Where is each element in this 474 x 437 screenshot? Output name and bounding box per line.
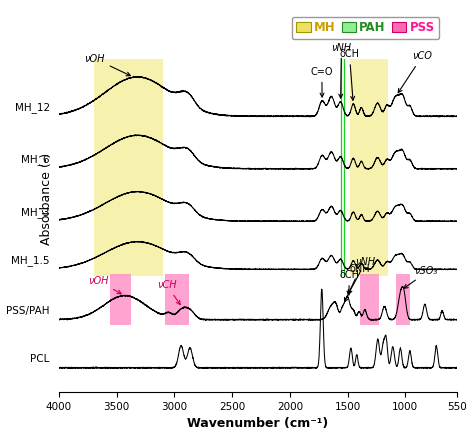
Text: MH_6: MH_6 [21, 154, 50, 165]
Text: νSO₃⁻: νSO₃⁻ [404, 266, 443, 288]
Text: MH_1.5: MH_1.5 [11, 255, 50, 266]
Text: δCH: δCH [339, 270, 359, 295]
Text: νOH: νOH [84, 54, 130, 76]
Text: C=O: C=O [310, 67, 333, 97]
Text: PCL: PCL [30, 354, 50, 364]
Bar [165, 274, 190, 325]
Text: δNH: δNH [345, 264, 371, 302]
Text: νCO: νCO [398, 52, 432, 93]
Text: νNH: νNH [331, 43, 352, 98]
Text: νCH: νCH [157, 280, 180, 305]
Bar [93, 59, 163, 276]
Text: MH_3: MH_3 [21, 207, 50, 218]
Bar [360, 274, 379, 325]
Text: PSS/PAH: PSS/PAH [6, 306, 50, 316]
Text: MH_12: MH_12 [15, 102, 50, 113]
Bar [350, 59, 388, 276]
Bar [396, 274, 410, 325]
Text: δCH: δCH [339, 49, 359, 100]
X-axis label: Wavenumber (cm⁻¹): Wavenumber (cm⁻¹) [187, 417, 328, 430]
Y-axis label: Absorbance (-): Absorbance (-) [40, 153, 54, 246]
Bar [110, 274, 130, 325]
Text: νOH: νOH [88, 276, 121, 294]
Legend: MH, PAH, PSS: MH, PAH, PSS [292, 17, 439, 39]
Text: νNH: νNH [348, 257, 376, 294]
